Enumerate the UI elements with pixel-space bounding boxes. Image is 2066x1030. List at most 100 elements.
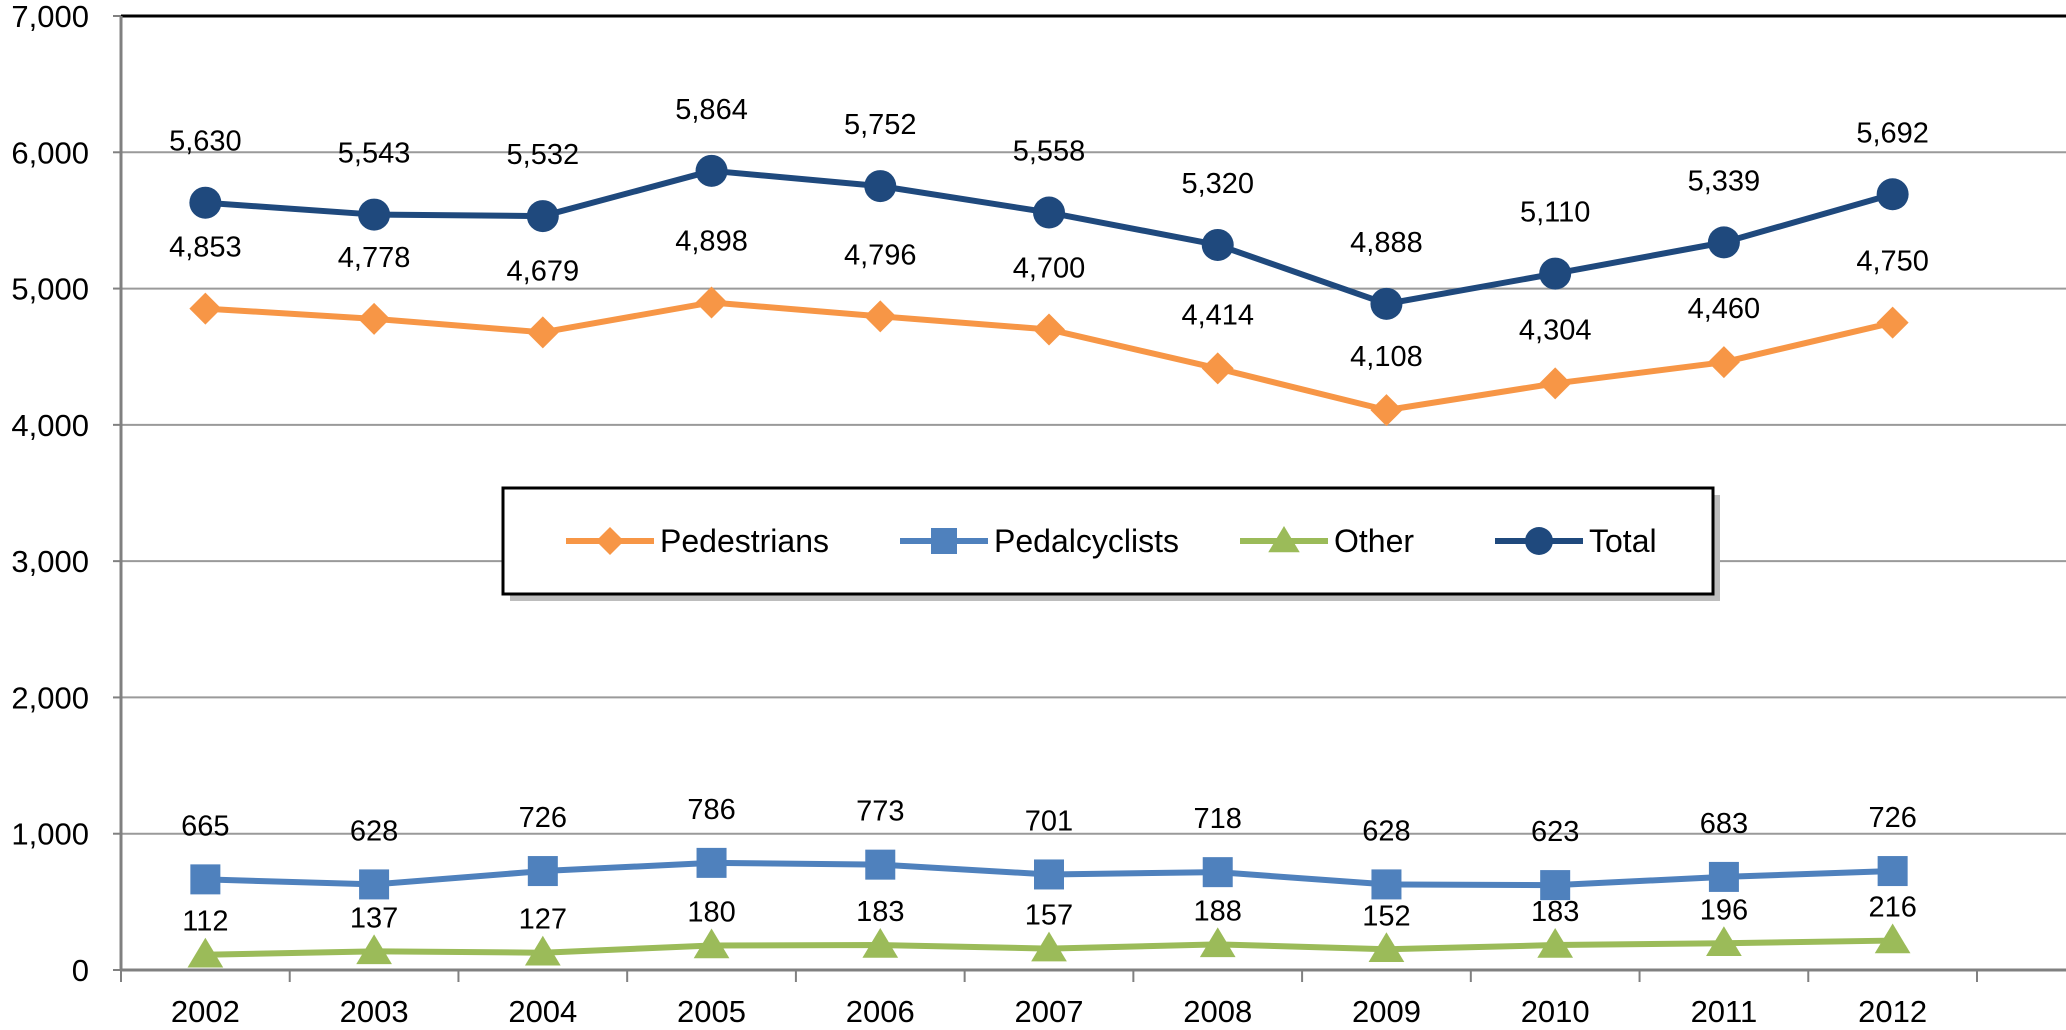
legend-marker xyxy=(1268,526,1300,553)
total-data-label: 5,543 xyxy=(338,138,411,170)
series-total xyxy=(189,154,1909,320)
y-tick-label: 4,000 xyxy=(11,408,89,443)
total-data-label: 5,339 xyxy=(1688,165,1761,197)
legend-marker xyxy=(596,527,624,555)
pedestrians-point xyxy=(358,302,391,335)
total-data-label: 5,320 xyxy=(1181,168,1254,200)
y-tick-label: 0 xyxy=(72,953,89,988)
other-data-label: 137 xyxy=(350,902,398,934)
pedestrians-point xyxy=(1539,367,1572,400)
pedalcyclists-data-label: 773 xyxy=(856,796,904,828)
pedalcyclists-point xyxy=(865,849,896,880)
total-data-label: 5,630 xyxy=(169,126,242,158)
other-data-label: 112 xyxy=(182,906,228,938)
total-data-label: 5,558 xyxy=(1013,136,1086,168)
axes: 0 1,000 2,000 3,000 4,000 5,000 6,000 7,000 2002… xyxy=(11,0,2066,1029)
total-data-label: 5,692 xyxy=(1856,117,1929,149)
pedalcyclists-data-label: 701 xyxy=(1025,805,1073,837)
legend-item-other: Other xyxy=(1240,523,1414,559)
pedalcyclists-point xyxy=(1034,859,1064,890)
legend-item-total: Total xyxy=(1495,523,1657,559)
pedalcyclists-data-label: 726 xyxy=(519,802,567,834)
other-point xyxy=(862,928,899,958)
pedestrians-data-label: 4,853 xyxy=(169,232,242,264)
series-pedalcyclists xyxy=(190,847,1908,901)
total-point xyxy=(1876,178,1909,211)
pedalcyclists-point xyxy=(1708,861,1739,892)
series xyxy=(187,154,1911,968)
pedestrians-data-label: 4,304 xyxy=(1519,314,1592,346)
other-data-label: 127 xyxy=(519,904,567,936)
pedestrians-point xyxy=(189,292,222,325)
other-point xyxy=(1199,927,1236,958)
total-point xyxy=(1370,287,1403,320)
x-tick-label: 2002 xyxy=(171,994,240,1029)
pedalcyclists-data-label: 628 xyxy=(350,815,398,847)
other-point xyxy=(524,935,561,966)
pedalcyclists-data-label: 718 xyxy=(1194,803,1242,835)
y-tick-label: 6,000 xyxy=(11,135,89,170)
pedalcyclists-data-label: 623 xyxy=(1531,816,1579,848)
legend-label: Total xyxy=(1589,523,1657,559)
pedestrians-data-label: 4,460 xyxy=(1688,293,1761,325)
x-tick-label: 2005 xyxy=(677,994,746,1029)
pedalcyclists-data-label: 665 xyxy=(181,810,229,842)
pedestrians-point xyxy=(1033,313,1065,346)
other-point xyxy=(1706,926,1742,957)
total-data-label: 5,532 xyxy=(507,139,580,171)
pedalcyclists-point xyxy=(1371,869,1402,900)
y-tick-label: 7,000 xyxy=(11,0,89,34)
legend-item-pedestrians: Pedestrians xyxy=(566,523,829,559)
x-tick-label: 2009 xyxy=(1352,994,1421,1029)
total-point xyxy=(1033,196,1065,229)
other-data-label: 152 xyxy=(1362,900,1410,932)
x-tick-label: 2012 xyxy=(1858,994,1927,1029)
other-data-label: 188 xyxy=(1194,895,1242,927)
total-data-label: 4,888 xyxy=(1350,227,1423,259)
legend-label: Other xyxy=(1334,523,1414,559)
other-point xyxy=(1368,932,1405,963)
pedalcyclists-point xyxy=(359,869,390,900)
gridlines xyxy=(121,15,2066,835)
total-point xyxy=(1201,228,1234,261)
legend-marker xyxy=(931,528,957,554)
pedalcyclists-data-label: 683 xyxy=(1700,808,1748,840)
total-point xyxy=(1539,257,1572,290)
total-data-label: 5,752 xyxy=(844,109,917,141)
pedestrians-data-label: 4,796 xyxy=(844,239,917,271)
series-other xyxy=(187,923,1911,968)
pedalcyclists-data-label: 726 xyxy=(1868,802,1916,834)
pedestrians-data-label: 4,898 xyxy=(675,225,748,257)
pedalcyclists-point xyxy=(527,856,558,887)
other-data-label: 183 xyxy=(856,896,904,928)
legend-label: Pedalcyclists xyxy=(994,523,1179,559)
pedestrians-point xyxy=(695,286,728,319)
pedalcyclists-point xyxy=(696,847,727,878)
pedestrians-point xyxy=(864,300,897,333)
other-point xyxy=(187,937,224,968)
x-tick-label: 2006 xyxy=(846,994,915,1029)
pedestrians-point xyxy=(1876,306,1909,339)
x-tick-label: 2011 xyxy=(1691,994,1758,1029)
x-tick-label: 2003 xyxy=(340,994,409,1029)
total-point xyxy=(526,200,559,233)
total-point xyxy=(358,198,391,231)
total-point xyxy=(1707,226,1740,259)
pedestrians-data-label: 4,414 xyxy=(1181,299,1254,331)
other-point xyxy=(1537,928,1574,958)
other-data-label: 196 xyxy=(1700,894,1748,926)
total-point xyxy=(695,154,728,187)
legend: Pedestrians Pedalcyclists Other Total xyxy=(501,486,1720,601)
other-point xyxy=(693,928,730,959)
x-tick-label: 2004 xyxy=(508,994,577,1029)
pedalcyclists-data-label: 628 xyxy=(1362,815,1410,847)
pedalcyclists-point xyxy=(1202,857,1233,888)
other-data-label: 180 xyxy=(687,896,735,928)
total-data-label: 5,864 xyxy=(675,94,748,126)
x-tick-label: 2010 xyxy=(1521,994,1590,1029)
pedestrians-data-label: 4,750 xyxy=(1856,246,1929,278)
pedalcyclists-data-label: 786 xyxy=(687,794,735,826)
pedalcyclists-point xyxy=(1540,870,1571,901)
y-tick-label: 2,000 xyxy=(11,680,89,715)
pedalcyclists-point xyxy=(190,864,221,895)
